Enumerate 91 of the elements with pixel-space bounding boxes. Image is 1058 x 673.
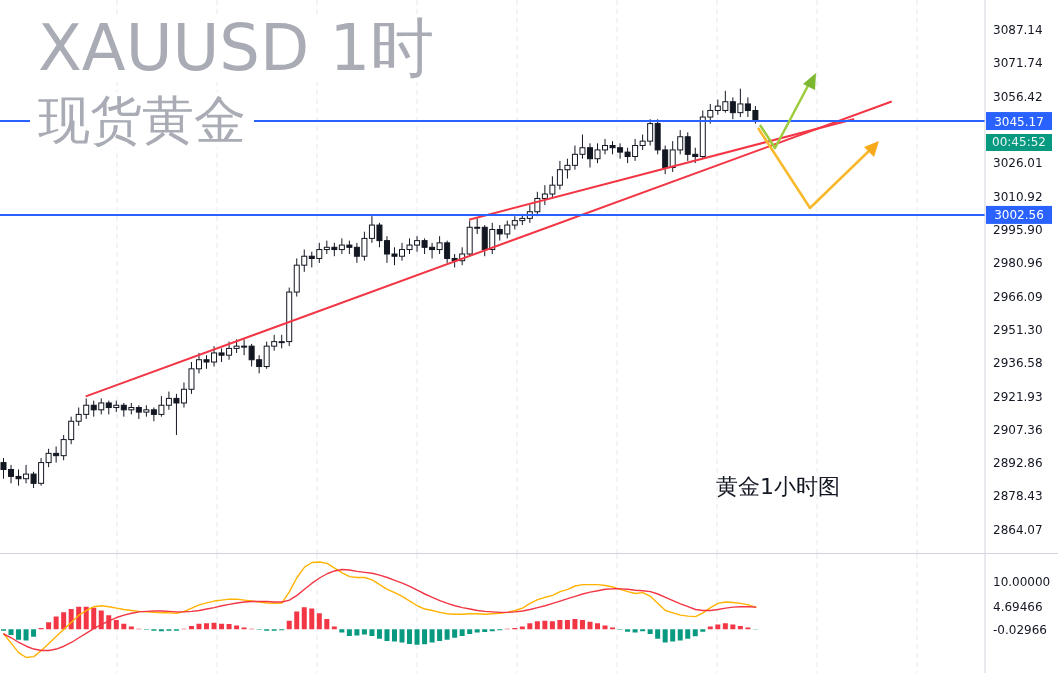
bar bbox=[647, 629, 653, 634]
bar bbox=[444, 629, 450, 640]
bar bbox=[437, 629, 443, 642]
bar bbox=[226, 624, 232, 630]
y-tick-label: 2864.07 bbox=[993, 522, 1043, 537]
text: 现货黄金 bbox=[30, 90, 254, 150]
y-tick-label: 2936.58 bbox=[993, 356, 1043, 371]
bar bbox=[625, 629, 631, 632]
text: 00:45:52 bbox=[986, 134, 1052, 151]
bar bbox=[692, 629, 698, 637]
bar bbox=[286, 620, 292, 630]
bar bbox=[98, 610, 104, 630]
y-tick-label: 10.00000 bbox=[993, 575, 1051, 590]
chart-title: XAUUSD 1时 bbox=[30, 11, 443, 85]
bar bbox=[534, 621, 540, 630]
bar bbox=[527, 623, 533, 630]
y-tick-label: 4.69466 bbox=[993, 600, 1043, 615]
y-tick-label: -0.02966 bbox=[993, 622, 1047, 637]
bar bbox=[204, 623, 210, 630]
bar bbox=[128, 626, 134, 630]
y-tick-label: 2980.96 bbox=[993, 256, 1043, 271]
y-tick-label: 2921.93 bbox=[993, 389, 1043, 404]
bar bbox=[429, 629, 435, 643]
bar bbox=[655, 629, 661, 639]
bar bbox=[53, 616, 59, 630]
bar bbox=[384, 629, 390, 642]
y-tick-label: 2907.36 bbox=[993, 422, 1043, 437]
bar bbox=[354, 629, 360, 636]
y-tick-label: 3010.92 bbox=[993, 189, 1043, 204]
bar bbox=[459, 629, 465, 636]
bar bbox=[91, 607, 97, 630]
bar bbox=[331, 626, 337, 630]
bar bbox=[722, 623, 728, 630]
bar bbox=[422, 629, 428, 645]
bar bbox=[587, 621, 593, 630]
bar bbox=[685, 629, 691, 639]
y-tick-label: 3026.01 bbox=[993, 156, 1043, 171]
bar bbox=[309, 608, 315, 630]
bar bbox=[23, 629, 29, 641]
bar bbox=[452, 629, 458, 638]
bar bbox=[316, 613, 322, 630]
bar bbox=[519, 626, 525, 630]
y-tick-label: 2995.90 bbox=[993, 222, 1043, 237]
bar bbox=[301, 607, 307, 630]
bar bbox=[414, 629, 420, 645]
bar bbox=[579, 619, 585, 630]
bar bbox=[324, 618, 330, 630]
y-tick-label: 3071.74 bbox=[993, 56, 1043, 71]
bar bbox=[564, 619, 570, 630]
bar bbox=[361, 629, 367, 635]
bar bbox=[83, 606, 89, 630]
y-tick-label: 3087.14 bbox=[993, 23, 1043, 38]
annotation: 黄金1小时图 bbox=[716, 473, 840, 501]
bar bbox=[46, 622, 52, 630]
bar bbox=[369, 629, 375, 636]
y-tick-label: 2951.30 bbox=[993, 322, 1043, 337]
bar bbox=[677, 629, 683, 641]
ref-line-label: 3002.56 bbox=[994, 208, 1044, 223]
bar bbox=[474, 629, 480, 633]
bar bbox=[467, 629, 473, 634]
bar bbox=[670, 629, 676, 642]
bar bbox=[707, 626, 713, 630]
bar bbox=[31, 629, 37, 637]
y-tick-label: 2878.43 bbox=[993, 489, 1043, 504]
bar bbox=[662, 629, 668, 643]
bar bbox=[391, 629, 397, 642]
y-tick-label: 2892.86 bbox=[993, 456, 1043, 471]
bar bbox=[572, 618, 578, 630]
bar bbox=[407, 629, 413, 644]
bar bbox=[399, 629, 405, 643]
bar bbox=[542, 620, 548, 630]
bar bbox=[294, 611, 300, 630]
bar bbox=[482, 629, 488, 633]
bar bbox=[632, 629, 638, 633]
bar bbox=[113, 619, 119, 630]
bar bbox=[700, 629, 706, 632]
bar bbox=[376, 629, 382, 639]
bar bbox=[737, 626, 743, 630]
bar bbox=[16, 629, 22, 640]
y-tick-label: 2966.09 bbox=[993, 289, 1043, 304]
bar bbox=[346, 629, 352, 636]
ref-line-label: 3045.17 bbox=[994, 114, 1044, 129]
bar bbox=[595, 623, 601, 630]
bar bbox=[339, 629, 345, 633]
bar bbox=[549, 621, 555, 630]
bar bbox=[188, 626, 194, 630]
bar bbox=[211, 622, 217, 630]
y-tick-label: 3056.42 bbox=[993, 89, 1043, 104]
bar bbox=[61, 612, 67, 630]
bar bbox=[8, 629, 14, 635]
bar bbox=[557, 619, 563, 630]
